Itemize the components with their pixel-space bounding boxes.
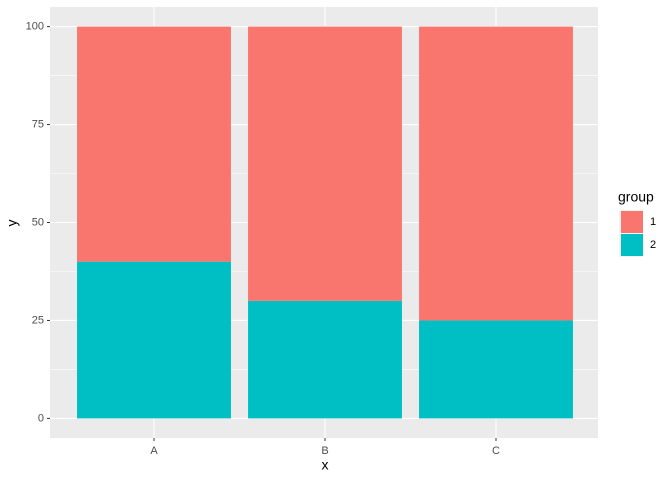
y-tick-label: 0	[38, 412, 44, 424]
bar-segment	[77, 261, 231, 419]
legend-label: 1	[650, 216, 656, 228]
bar-segment	[248, 300, 402, 419]
x-axis-label: x	[322, 457, 329, 473]
y-tick-label: 50	[32, 216, 44, 228]
legend-key	[621, 234, 643, 256]
y-axis-label: y	[4, 220, 20, 227]
y-tick-label: 100	[26, 20, 44, 32]
legend-label: 2	[650, 239, 656, 251]
legend-key	[621, 211, 643, 233]
bar-segment	[419, 320, 573, 419]
x-tick-label: A	[150, 445, 158, 457]
x-tick-label: C	[492, 445, 500, 457]
bar-segment	[77, 26, 231, 262]
bar-segment	[248, 26, 402, 301]
bar-segment	[419, 26, 573, 321]
x-tick-label: B	[321, 445, 328, 457]
y-tick-label: 25	[32, 314, 44, 326]
legend-title: group	[618, 189, 654, 205]
y-tick-label: 75	[32, 118, 44, 130]
